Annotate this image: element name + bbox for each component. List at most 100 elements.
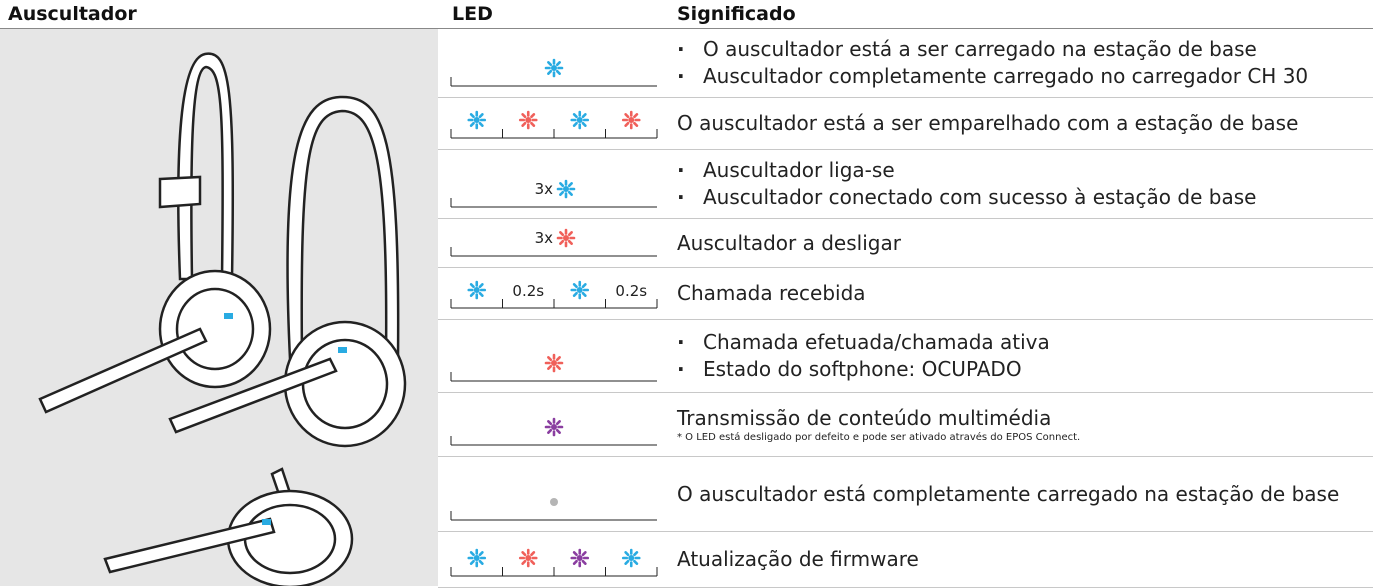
led-ray xyxy=(633,551,639,557)
led-ray xyxy=(469,551,475,557)
led-ray xyxy=(469,559,475,565)
led-ray xyxy=(547,61,553,67)
led-ray xyxy=(559,231,565,237)
meaning: Auscultador liga-seAuscultador conectado… xyxy=(677,150,1361,218)
bullet-item: Estado do softphone: OCUPADO xyxy=(677,356,1361,383)
led-ray xyxy=(559,190,565,196)
led-ray xyxy=(581,113,587,119)
led-icon xyxy=(570,548,590,568)
meaning: Chamada efetuada/chamada ativaEstado do … xyxy=(677,320,1361,392)
led-ray xyxy=(567,190,573,196)
led-ray xyxy=(633,113,639,119)
led-icon xyxy=(621,110,641,130)
led-icon xyxy=(518,110,538,130)
repeat-label: 3x xyxy=(535,229,554,247)
led-pattern: 0.2s 0.2s xyxy=(450,280,658,309)
led-ray xyxy=(567,182,573,188)
led-core xyxy=(551,360,557,366)
led-ray xyxy=(567,239,573,245)
led-ray xyxy=(555,428,561,434)
led-core xyxy=(563,186,569,192)
led-pattern xyxy=(450,498,657,521)
led-ray xyxy=(624,551,630,557)
bullet-item: O auscultador está a ser carregado na es… xyxy=(677,36,1361,63)
meaning-text: Atualização de firmware xyxy=(677,547,919,571)
header-rule xyxy=(0,28,1373,29)
led-ray xyxy=(572,559,578,565)
led-icon xyxy=(518,548,538,568)
led-ray xyxy=(521,559,527,565)
led-icon xyxy=(621,548,641,568)
led-icon xyxy=(570,280,590,300)
led-ray xyxy=(624,121,630,127)
led-ray xyxy=(572,113,578,119)
led-ray xyxy=(581,291,587,297)
meaning-text: O auscultador está completamente carrega… xyxy=(677,481,1340,506)
table-row: Chamada efetuada/chamada ativaEstado do … xyxy=(438,320,1373,393)
interval-label: 0.2s xyxy=(615,282,647,300)
led-dot xyxy=(550,498,558,506)
led-ray xyxy=(555,364,561,370)
led-core xyxy=(576,287,583,293)
meaning: Auscultador a desligar xyxy=(677,219,1361,267)
led-ray xyxy=(478,551,484,557)
led-ray xyxy=(547,428,553,434)
led-icon xyxy=(556,179,576,199)
column-header: LED xyxy=(452,3,493,25)
led-ray xyxy=(581,559,587,565)
led-core xyxy=(551,65,557,71)
led-ray xyxy=(624,559,630,565)
led-ray xyxy=(581,121,587,127)
led-ray xyxy=(555,61,561,67)
table-row: 3x Auscultador a desligar xyxy=(438,219,1373,268)
meaning: Transmissão de conteúdo multimédia * O LE… xyxy=(677,393,1361,456)
meaning: O auscultador está a ser emparelhado com… xyxy=(677,98,1361,149)
led-core xyxy=(525,555,532,561)
led-ray xyxy=(521,113,527,119)
led-pattern: 3x xyxy=(450,228,657,257)
led-ray xyxy=(478,559,484,565)
led-ray xyxy=(530,551,536,557)
meaning-text: Transmissão de conteúdo multimédia xyxy=(677,406,1052,430)
led-core xyxy=(551,424,557,430)
led-core xyxy=(473,555,480,561)
bullet-item: Auscultador liga-se xyxy=(677,157,1361,184)
led-ray xyxy=(478,121,484,127)
led-ray xyxy=(478,283,484,289)
led-ray xyxy=(581,283,587,289)
table-row: O auscultador está a ser emparelhado com… xyxy=(438,98,1373,150)
led-core xyxy=(473,287,480,293)
led-icon xyxy=(467,280,487,300)
led-ray xyxy=(624,113,630,119)
led-ray xyxy=(530,113,536,119)
led-icon xyxy=(544,58,564,78)
led-ray xyxy=(547,69,553,75)
table-row: 3x Auscultador liga-seAuscultador conecta… xyxy=(438,150,1373,219)
led-core xyxy=(525,117,532,123)
table-row: O auscultador está completamente carrega… xyxy=(438,457,1373,532)
led-ray xyxy=(547,420,553,426)
interval-label: 0.2s xyxy=(512,282,544,300)
led-core xyxy=(628,555,635,561)
led-icon xyxy=(570,110,590,130)
meaning: Chamada recebida xyxy=(677,268,1361,319)
led-ray xyxy=(547,364,553,370)
led-pattern xyxy=(450,417,657,446)
led-ray xyxy=(572,121,578,127)
meaning-text: O auscultador está a ser emparelhado com… xyxy=(677,111,1299,135)
led-ray xyxy=(521,121,527,127)
led-ray xyxy=(469,113,475,119)
led-pattern xyxy=(450,110,658,139)
led-ray xyxy=(633,121,639,127)
table-row: Atualização de firmware xyxy=(438,532,1373,588)
led-icon xyxy=(544,417,564,437)
led-ray xyxy=(567,231,573,237)
led-ray xyxy=(521,551,527,557)
led-icon xyxy=(556,228,576,248)
led-pattern xyxy=(450,353,657,382)
headset-illustration xyxy=(0,29,438,586)
led-ray xyxy=(555,420,561,426)
bullet-item: Auscultador completamente carregado no c… xyxy=(677,63,1361,90)
meaning: O auscultador está completamente carrega… xyxy=(677,457,1361,531)
led-ray xyxy=(530,121,536,127)
